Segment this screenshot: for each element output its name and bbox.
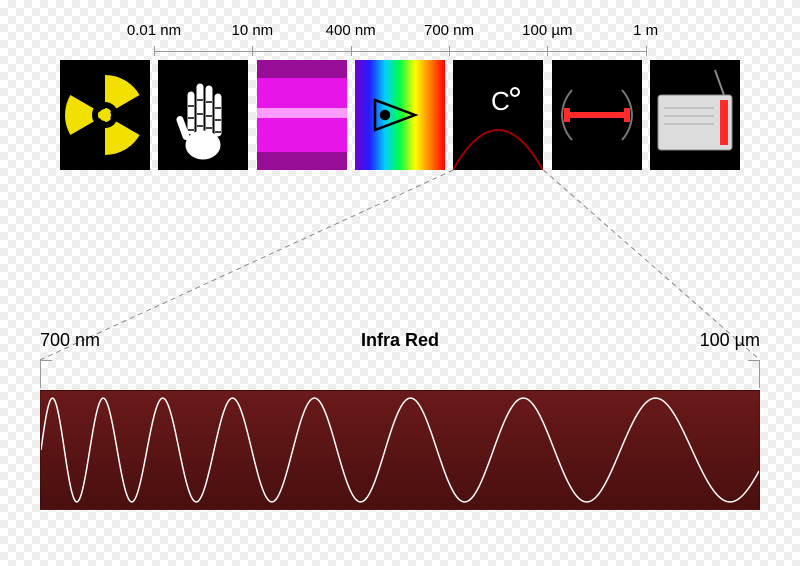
detail-labels: 700 nm Infra Red 100 µm [40, 330, 760, 360]
wavelength-label: 100 µm [522, 22, 572, 39]
visible-tile [355, 60, 445, 170]
detail-range-start: 700 nm [40, 330, 100, 351]
eye-icon [355, 60, 445, 170]
infrared-wave-panel [40, 390, 760, 510]
xray-hand-icon [158, 60, 248, 170]
xray-tile [158, 60, 248, 170]
wavelength-label: 1 m [633, 22, 658, 39]
infrared-wave-svg [41, 391, 759, 509]
svg-text:C: C [491, 86, 510, 116]
wavelength-label: 0.01 nm [127, 22, 181, 39]
thermometer-c-icon: C [453, 60, 543, 170]
microwave-icon [552, 60, 642, 170]
detail-ticks [40, 360, 760, 388]
wavelength-label: 700 nm [424, 22, 474, 39]
detail-title: Infra Red [361, 330, 439, 351]
wavelength-ticks [60, 44, 740, 58]
wavelength-label: 10 nm [231, 22, 273, 39]
wavelength-label: 400 nm [326, 22, 376, 39]
infrared-tile: C [453, 60, 543, 170]
uv-icon [257, 60, 347, 170]
radio-icon [650, 60, 740, 170]
microwave-tile [552, 60, 642, 170]
radiation-icon [60, 60, 150, 170]
uv-tile [257, 60, 347, 170]
radio-tile [650, 60, 740, 170]
gamma-ray-tile [60, 60, 150, 170]
spectrum-row: C [60, 60, 740, 170]
detail-range-end: 100 µm [700, 330, 760, 351]
chirp-wave-path [41, 398, 759, 502]
